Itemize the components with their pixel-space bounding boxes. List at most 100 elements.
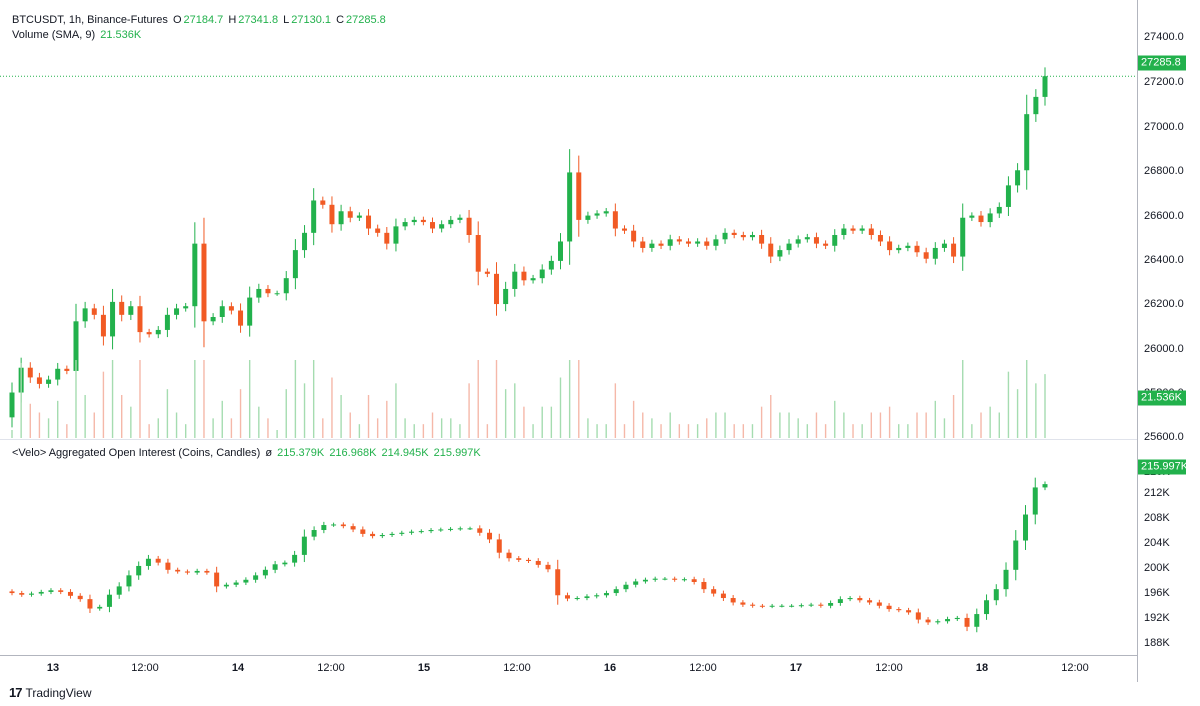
oi-candle-body bbox=[506, 552, 512, 559]
price-candle-body bbox=[557, 241, 563, 261]
price-candle-body bbox=[777, 250, 783, 257]
oi-candle-body bbox=[574, 598, 580, 600]
oi-candle-body bbox=[584, 596, 590, 599]
price-axis-border bbox=[1137, 0, 1138, 682]
price-candle-body bbox=[512, 271, 518, 289]
oi-legend: <Velo> Aggregated Open Interest (Coins, … bbox=[12, 447, 483, 459]
price-candle-body bbox=[759, 235, 765, 244]
oi-candle-body bbox=[711, 589, 717, 594]
price-candle-body bbox=[247, 297, 253, 326]
oi-candle-body bbox=[564, 595, 570, 599]
price-tick: 26200.0 bbox=[1144, 298, 1184, 310]
time-label: 18 bbox=[975, 662, 989, 674]
oi-candle-body bbox=[321, 525, 327, 531]
oi-candle-body bbox=[993, 589, 999, 601]
oi-candle-body bbox=[526, 559, 531, 561]
open-value: 27184.7 bbox=[183, 14, 224, 26]
oi-candle-body bbox=[1003, 569, 1009, 590]
oi-candle-body bbox=[28, 593, 34, 595]
oi-candle-body bbox=[477, 528, 483, 533]
tradingview-brand[interactable]: 17 TradingView bbox=[9, 685, 92, 700]
price-candle-body bbox=[786, 243, 792, 251]
price-tick: 25600.0 bbox=[1144, 431, 1184, 443]
oi-last-tag: 215.997K bbox=[1138, 459, 1188, 475]
price-candle-body bbox=[36, 377, 42, 384]
price-candle-body bbox=[256, 288, 262, 298]
price-candle-body bbox=[996, 206, 1002, 214]
price-candle-body bbox=[722, 232, 728, 240]
oi-candle-body bbox=[701, 581, 707, 590]
price-candle-body bbox=[932, 247, 938, 259]
price-candle-body bbox=[457, 217, 463, 220]
oi-candle-body bbox=[184, 571, 190, 573]
symbol-label[interactable]: BTCUSDT, 1h, Binance-Futures bbox=[12, 14, 168, 26]
price-candle-body bbox=[585, 215, 591, 220]
oi-candle-body bbox=[48, 590, 54, 592]
price-candle-body bbox=[594, 213, 600, 216]
price-candle-body bbox=[55, 368, 61, 380]
oi-symbol: ø bbox=[265, 447, 273, 459]
oi-candle-body bbox=[233, 582, 239, 585]
price-candle-body bbox=[420, 219, 426, 223]
price-candle-body bbox=[119, 301, 125, 315]
price-candle-body bbox=[192, 243, 198, 307]
price-candle-body bbox=[704, 241, 710, 246]
price-candle-body bbox=[804, 237, 810, 240]
oi-candle-body bbox=[1032, 487, 1038, 515]
oi-candle-body bbox=[331, 524, 337, 526]
oi-candle-body bbox=[292, 554, 298, 563]
price-candle-body bbox=[521, 271, 527, 281]
oi-candle-body bbox=[837, 599, 843, 603]
oi-candle-body bbox=[662, 578, 668, 580]
price-candle-body bbox=[768, 243, 774, 257]
oi-candle-body bbox=[759, 605, 765, 607]
oi-candle-body bbox=[769, 605, 775, 607]
oi-candle-body bbox=[925, 619, 931, 623]
price-candle-body bbox=[841, 228, 847, 235]
price-tick: 26600.0 bbox=[1144, 210, 1184, 222]
price-candle-body bbox=[951, 243, 957, 257]
oi-candle-body bbox=[438, 529, 444, 531]
price-candle-body bbox=[110, 301, 116, 337]
price-candle-body bbox=[338, 211, 344, 225]
oi-candle-body bbox=[370, 533, 376, 537]
price-candle-body bbox=[868, 228, 874, 235]
price-candle-body bbox=[813, 237, 819, 244]
oi-tick: 188K bbox=[1144, 637, 1170, 649]
time-label: 15 bbox=[417, 662, 431, 674]
oi-low-value: 214.945K bbox=[381, 447, 429, 459]
oi-candle-body bbox=[535, 560, 541, 565]
price-candle-body bbox=[859, 228, 865, 231]
time-label: 12:00 bbox=[875, 662, 903, 674]
price-candle-body bbox=[27, 367, 33, 378]
price-candle-body bbox=[740, 235, 746, 238]
oi-candle-body bbox=[945, 619, 951, 622]
oi-candle-body bbox=[77, 595, 83, 600]
oi-candle-body bbox=[214, 572, 220, 587]
oi-candle-body bbox=[487, 532, 493, 540]
volume-tag: 21.536K bbox=[1138, 390, 1186, 406]
price-candle-body bbox=[292, 250, 298, 279]
price-candle-body bbox=[402, 222, 408, 227]
price-candle-body bbox=[375, 228, 381, 233]
oi-candle-body bbox=[457, 528, 463, 530]
oi-open-value: 215.379K bbox=[277, 447, 325, 459]
oi-tick: 212K bbox=[1144, 487, 1170, 499]
time-label: 14 bbox=[231, 662, 245, 674]
oi-candle-body bbox=[496, 539, 502, 553]
oi-candle-body bbox=[126, 575, 132, 587]
tradingview-logo-icon: 17 bbox=[9, 685, 23, 700]
oi-tick: 200K bbox=[1144, 562, 1170, 574]
price-candle-body bbox=[923, 252, 929, 259]
open-key: O bbox=[172, 14, 182, 26]
price-candle-body bbox=[411, 219, 417, 223]
volume-label[interactable]: Volume (SMA, 9) bbox=[12, 29, 96, 41]
oi-candle-body bbox=[1042, 484, 1048, 488]
price-candle-body bbox=[1005, 185, 1011, 207]
oi-candle-body bbox=[730, 598, 736, 603]
oi-candle-body bbox=[594, 595, 600, 597]
oi-label[interactable]: <Velo> Aggregated Open Interest (Coins, … bbox=[12, 447, 261, 459]
pane-separator[interactable] bbox=[0, 439, 1137, 440]
